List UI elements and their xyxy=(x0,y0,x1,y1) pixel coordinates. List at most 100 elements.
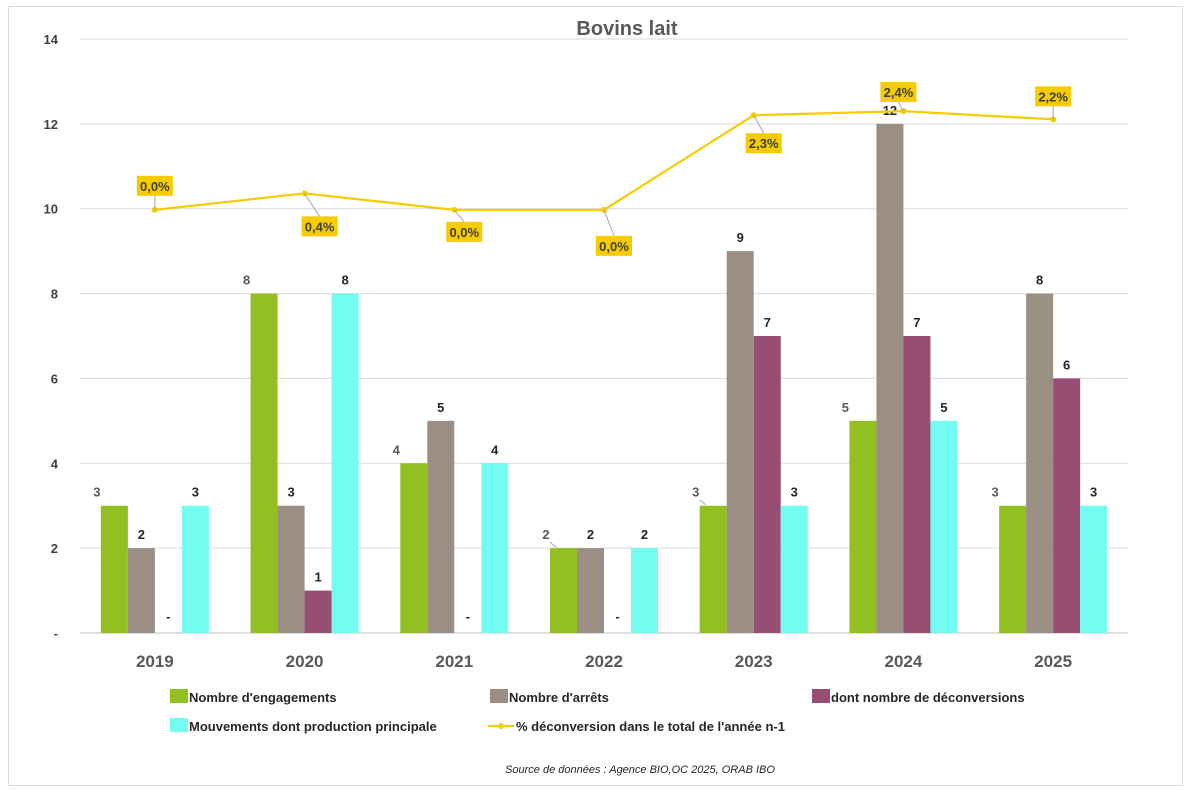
x-tick-label: 2021 xyxy=(435,652,473,671)
line-label-leader xyxy=(453,209,465,223)
line-label-leader xyxy=(753,114,765,134)
y-tick-label: 10 xyxy=(44,202,58,217)
bars xyxy=(100,123,1108,633)
y-tick-label: 6 xyxy=(51,371,58,386)
bar xyxy=(876,123,904,633)
x-tick-label: 2023 xyxy=(735,652,773,671)
bar xyxy=(1080,505,1108,633)
bar xyxy=(999,505,1027,633)
bar xyxy=(550,548,577,633)
bar xyxy=(304,590,332,633)
line-data-label: 2,3% xyxy=(749,136,779,151)
chart-frame xyxy=(8,6,1183,786)
bar-data-label: 2 xyxy=(542,527,549,542)
bar xyxy=(577,548,604,633)
bar-data-label: 2 xyxy=(641,527,648,542)
bar-data-label: 3 xyxy=(992,485,999,500)
bar-data-label: 1 xyxy=(314,570,321,585)
bar-data-label: 12 xyxy=(883,103,897,118)
legend-swatch xyxy=(812,689,830,703)
bar-data-label: 9 xyxy=(737,230,744,245)
bar-data-label: 7 xyxy=(764,315,771,330)
line-label-box xyxy=(301,216,338,237)
bar-data-label: 3 xyxy=(93,485,100,500)
bar-data-label: 7 xyxy=(913,315,920,330)
bar-data-label: 5 xyxy=(842,400,849,415)
bar xyxy=(181,505,209,633)
x-tick-label: 2024 xyxy=(885,652,923,671)
y-tick-label: 14 xyxy=(44,32,59,47)
bar xyxy=(250,293,278,633)
legend-swatch xyxy=(170,718,188,732)
bar-data-label: 2 xyxy=(587,527,594,542)
bar-data-label: 3 xyxy=(692,485,699,500)
bar xyxy=(331,293,359,633)
bar-data-label: 3 xyxy=(1090,485,1097,500)
line-series: 0,0% 0,4% 0,0% 0,0% 2,3% 2,4% 2,2% xyxy=(136,82,1072,256)
line-label-box xyxy=(446,221,483,242)
bar xyxy=(277,505,305,633)
x-axis: 2019 2020 2021 2022 2023 2024 2025 xyxy=(136,652,1072,671)
bar xyxy=(400,463,428,633)
line-data-label: 0,0% xyxy=(140,179,170,194)
bar-data-label: 8 xyxy=(1036,273,1043,288)
bar-data-label: 3 xyxy=(192,485,199,500)
line-label-leader xyxy=(603,209,615,237)
bar xyxy=(753,336,781,633)
bar xyxy=(1026,293,1054,633)
line-data-label: 2,2% xyxy=(1038,89,1068,104)
line-data-label: 0,4% xyxy=(305,219,335,234)
bar xyxy=(127,548,155,633)
legend: Nombre d'engagements Nombre d'arrêts dont … xyxy=(170,689,1025,734)
bar-data-label: 3 xyxy=(791,485,798,500)
line-label-box xyxy=(136,175,173,196)
bar xyxy=(780,505,808,633)
line-label-box xyxy=(745,133,782,154)
legend-swatch xyxy=(170,689,188,703)
bar-data-label: 8 xyxy=(341,273,348,288)
bar-labels: 3 2 - 3 8 3 1 8 4 5 - 4 2 2 - 2 3 9 7 3 5 12 7 5 3 8 6 3 xyxy=(93,103,1097,624)
x-tick-label: 2019 xyxy=(136,652,174,671)
legend-label: dont nombre de déconversions xyxy=(831,690,1025,705)
bar xyxy=(699,505,727,633)
bar-data-label: - xyxy=(615,609,619,624)
line-label-leader xyxy=(304,193,320,217)
bar-data-label: 5 xyxy=(437,400,444,415)
y-tick-label: 12 xyxy=(44,117,58,132)
leader-line xyxy=(549,541,557,548)
bar xyxy=(726,251,754,633)
line-label-box xyxy=(880,82,917,103)
line-label-box xyxy=(1035,86,1072,107)
y-tick-label: 4 xyxy=(51,456,59,471)
y-tick-label: - xyxy=(54,626,58,641)
y-tick-label: 8 xyxy=(51,287,58,302)
source-note: Source de données : Agence BIO,OC 2025, … xyxy=(505,764,775,776)
bar-data-label: 4 xyxy=(393,442,401,457)
bar xyxy=(631,548,658,633)
y-tick-label: 2 xyxy=(51,541,58,556)
bar-data-label: - xyxy=(166,609,170,624)
line-data-label: 0,0% xyxy=(449,225,479,240)
x-tick-label: 2022 xyxy=(585,652,623,671)
legend-label: Mouvements dont production principale xyxy=(189,719,437,734)
line-label-leader xyxy=(897,101,904,112)
bar xyxy=(903,336,931,633)
gridlines xyxy=(80,38,1128,634)
line-label-box xyxy=(596,235,632,256)
bar xyxy=(930,420,958,633)
bar-data-label: 6 xyxy=(1063,357,1070,372)
legend-swatch xyxy=(490,689,508,703)
bar-data-label: 3 xyxy=(287,485,294,500)
chart-title: Bovins lait xyxy=(576,18,677,40)
legend-label: % déconversion dans le total de l'année … xyxy=(516,719,785,734)
bar xyxy=(100,505,128,633)
line-path xyxy=(154,109,1054,211)
bar xyxy=(849,420,877,633)
bar-data-label: 2 xyxy=(138,527,145,542)
bar xyxy=(427,420,455,633)
legend-label: Nombre d'arrêts xyxy=(509,690,609,705)
y-axis: - 2 4 6 8 10 12 14 xyxy=(44,32,59,641)
bar xyxy=(1053,378,1081,633)
legend-label: Nombre d'engagements xyxy=(189,690,337,705)
